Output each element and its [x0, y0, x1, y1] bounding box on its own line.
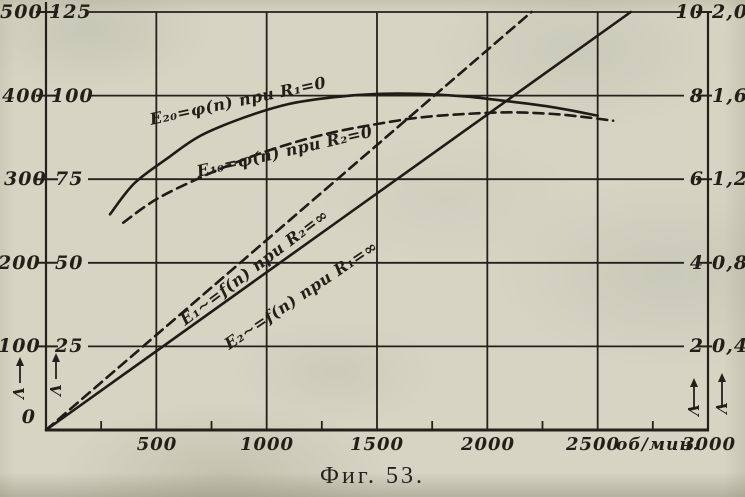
curve-E20 — [108, 92, 599, 216]
axis-tick-label: 0,4 — [712, 335, 745, 357]
axis-tick-label: 100 — [51, 85, 94, 107]
axis-tick-label: 8 — [689, 85, 704, 107]
axis-tick-label: 2500 — [565, 434, 621, 455]
axis-tick-label: 75 — [55, 168, 84, 190]
axis-tick-label: 3000 — [681, 434, 737, 455]
axis-tick-label: 125 — [49, 1, 92, 23]
volts-unit-glyph: V — [712, 402, 730, 414]
axis-tick-label: 10 — [675, 1, 704, 23]
axis-origin-label: 0 — [21, 406, 36, 428]
axis-tick-label: 2 — [689, 335, 704, 357]
left-inner-axis-arrow-icon-head — [52, 353, 60, 362]
axis-tick-label: 300 — [4, 168, 47, 190]
axis-tick-label: 50 — [55, 252, 84, 274]
axis-tick-label: 2,0 — [712, 1, 745, 23]
axis-tick-label: 2000 — [460, 434, 516, 455]
curve-E10 — [121, 111, 615, 224]
axis-tick-label: 500 — [0, 1, 43, 23]
axis-tick-label: 1,2 — [712, 168, 745, 190]
axis-tick-label: 400 — [2, 85, 45, 107]
volts-unit-glyph: V — [9, 387, 27, 399]
axis-tick-label: 25 — [55, 335, 84, 357]
curve-E2ac — [44, 10, 633, 432]
right-outer-axis-arrow-icon-head — [718, 373, 726, 382]
axis-tick-label: 1500 — [349, 434, 405, 455]
volts-unit-glyph: V — [46, 384, 64, 396]
axis-tick-label: 500 — [136, 434, 178, 455]
left-outer-axis-arrow-icon-head — [16, 357, 24, 366]
figure-caption: Фиг. 53. — [320, 463, 425, 489]
axis-tick-label: 1000 — [239, 434, 295, 455]
axis-tick-label: 100 — [0, 335, 41, 357]
axis-tick-label: 1,6 — [712, 85, 745, 107]
axis-tick-label: 6 — [689, 168, 704, 190]
right-inner-axis-arrow-icon-head — [690, 378, 698, 387]
axis-tick-label: 4 — [689, 252, 704, 274]
curve-E1ac — [44, 10, 533, 432]
axis-tick-label: 200 — [0, 252, 41, 274]
axis-tick-label: 0,8 — [712, 252, 745, 274]
x-axis-unit-label: об/мин. — [616, 435, 700, 455]
volts-unit-glyph: V — [684, 404, 702, 416]
